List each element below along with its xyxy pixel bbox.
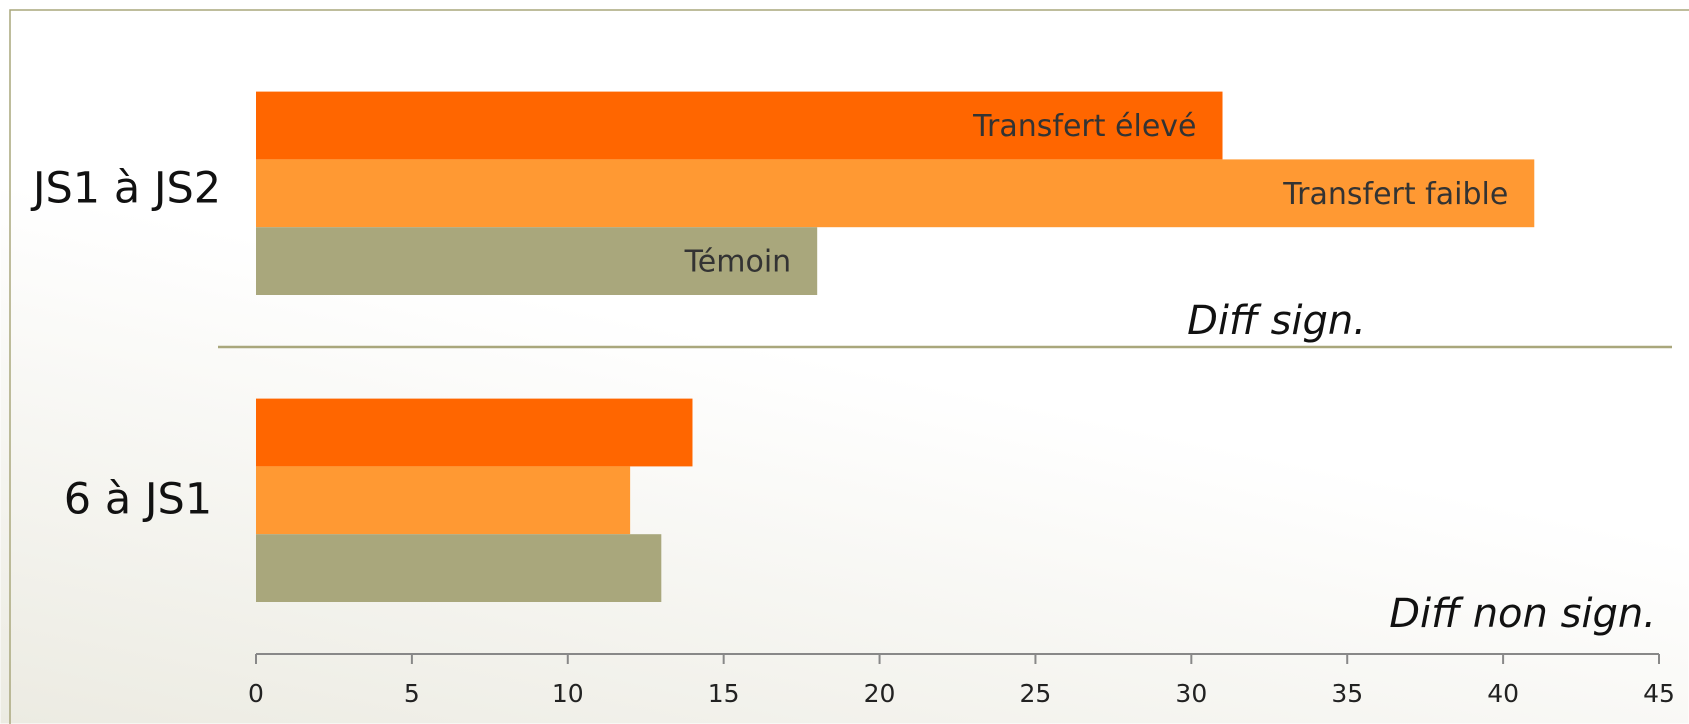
bar-label: Transfert faible <box>1282 177 1508 212</box>
bar-label: Témoin <box>684 245 792 280</box>
x-tick-label: 40 <box>1487 679 1519 708</box>
x-tick-label: 15 <box>708 679 740 708</box>
bar <box>256 91 1223 160</box>
bar <box>256 227 818 295</box>
bar <box>256 466 631 535</box>
x-tick-label: 25 <box>1020 679 1052 708</box>
annotation: Diff sign. <box>1187 298 1366 344</box>
bar <box>256 398 693 467</box>
category-label: 6 à JS1 <box>64 475 212 525</box>
bar <box>256 159 1535 228</box>
bar-label: Transfert élevé <box>972 109 1196 144</box>
x-tick-label: 35 <box>1331 679 1363 708</box>
x-tick-label: 0 <box>248 679 264 708</box>
x-tick-label: 20 <box>864 679 896 708</box>
x-tick-label: 30 <box>1175 679 1207 708</box>
bar <box>256 534 662 602</box>
annotation: Diff non sign. <box>1389 591 1656 637</box>
x-tick-label: 10 <box>552 679 584 708</box>
category-label: JS1 à JS2 <box>30 164 221 214</box>
x-tick-label: 45 <box>1643 679 1675 708</box>
frame <box>9 9 1689 724</box>
x-tick-label: 5 <box>404 679 420 708</box>
